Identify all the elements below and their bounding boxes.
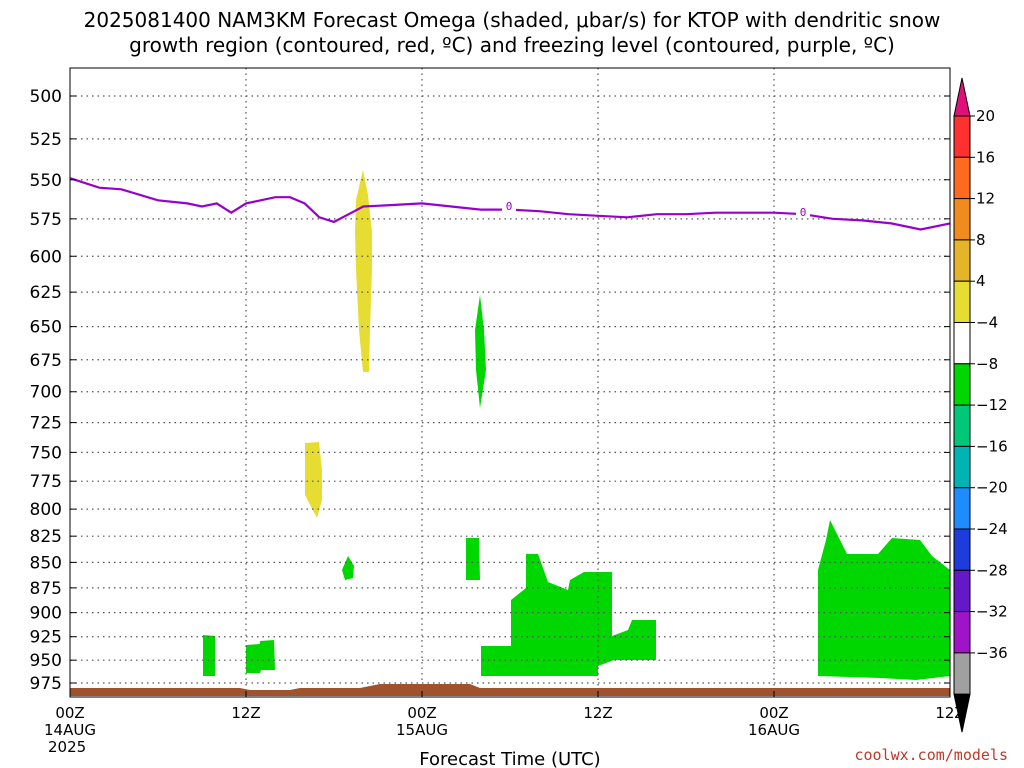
omega-yellow-region bbox=[305, 442, 322, 518]
y-tick-label: 675 bbox=[30, 351, 62, 371]
y-tick-label: 950 bbox=[30, 651, 62, 671]
x-tick-label: 00Z bbox=[759, 704, 788, 722]
y-tick-label: 775 bbox=[30, 472, 62, 492]
colorbar-label: 4 bbox=[976, 272, 986, 290]
y-tick-label: 575 bbox=[30, 210, 62, 230]
plot-area: 0 0 bbox=[69, 67, 951, 698]
omega-green-region bbox=[475, 295, 486, 408]
y-axis: 500 525 550 575 600 625 650 675 700 725 750 775 800 8… bbox=[30, 87, 950, 694]
colorbar-top-arrow bbox=[953, 77, 971, 117]
y-tick-label: 550 bbox=[30, 171, 62, 191]
y-tick-label: 900 bbox=[30, 604, 62, 624]
omega-green-region bbox=[466, 538, 480, 580]
omega-green-region bbox=[818, 520, 950, 680]
y-tick-label: 650 bbox=[30, 318, 62, 338]
y-tick-label: 850 bbox=[30, 553, 62, 573]
colorbar-segment bbox=[953, 652, 971, 695]
x-tick-label: 12Z bbox=[231, 704, 260, 722]
freezing-level-label: 0 bbox=[800, 206, 807, 219]
colorbar-label: −28 bbox=[976, 561, 1008, 579]
plot-frame bbox=[69, 67, 951, 698]
omega-green-region bbox=[246, 640, 275, 673]
colorbar-segment bbox=[953, 115, 971, 158]
colorbar-segment bbox=[953, 280, 971, 324]
colorbar-segment bbox=[953, 611, 971, 654]
colorbar-segment bbox=[953, 156, 971, 200]
y-tick-label: 925 bbox=[30, 628, 62, 648]
x-tick-label: 2025 bbox=[48, 738, 86, 756]
colorbar-label: 16 bbox=[976, 148, 995, 166]
colorbar-label: −12 bbox=[976, 396, 1008, 414]
y-tick-label: 525 bbox=[30, 130, 62, 150]
gridlines bbox=[70, 68, 950, 697]
y-tick-label: 975 bbox=[30, 674, 62, 694]
ground-surface bbox=[70, 684, 950, 696]
colorbar-segment bbox=[953, 569, 971, 613]
colorbar-label: 12 bbox=[976, 190, 995, 208]
colorbar-segment bbox=[953, 239, 971, 282]
colorbar: 20 16 12 8 4 −4 −8 −12 −16 −20 −24 −28 −32 −36 bbox=[953, 77, 1008, 733]
omega-green-region bbox=[203, 635, 215, 676]
omega-green-region bbox=[481, 554, 656, 676]
x-tick-label: 14AUG bbox=[44, 721, 96, 739]
x-tick-label: 00Z bbox=[55, 704, 84, 722]
freezing-level-contour bbox=[69, 177, 951, 231]
omega-shading bbox=[203, 170, 950, 680]
colorbar-segment bbox=[953, 445, 971, 489]
y-tick-label: 700 bbox=[30, 383, 62, 403]
colorbar-label: 20 bbox=[976, 107, 995, 125]
x-tick-label: 16AUG bbox=[748, 721, 800, 739]
colorbar-label: −16 bbox=[976, 437, 1008, 455]
y-tick-label: 625 bbox=[30, 283, 62, 303]
x-tick-label: 00Z bbox=[407, 704, 436, 722]
y-tick-label: 750 bbox=[30, 443, 62, 463]
x-tick-label: 12Z bbox=[583, 704, 612, 722]
freezing-level-contour-labels: 0 0 bbox=[502, 200, 810, 219]
omega-yellow-region bbox=[355, 170, 372, 372]
y-tick-label: 725 bbox=[30, 414, 62, 434]
colorbar-bottom-arrow bbox=[953, 693, 971, 733]
y-tick-label: 800 bbox=[30, 500, 62, 520]
colorbar-label: −20 bbox=[976, 479, 1008, 497]
colorbar-segment bbox=[953, 363, 971, 406]
colorbar-label: −36 bbox=[976, 644, 1008, 662]
y-tick-label: 875 bbox=[30, 579, 62, 599]
colorbar-segment bbox=[953, 198, 971, 241]
chart-title-line-2: growth region (contoured, red, ºC) and f… bbox=[129, 33, 895, 57]
y-tick-label: 825 bbox=[30, 527, 62, 547]
colorbar-label: −4 bbox=[976, 314, 998, 332]
freezing-level-label: 0 bbox=[506, 200, 513, 213]
colorbar-segment bbox=[953, 404, 971, 447]
colorbar-segment bbox=[953, 528, 971, 571]
colorbar-segment bbox=[953, 322, 971, 365]
credit-text: coolwx.com/models bbox=[854, 746, 1008, 764]
colorbar-label: −24 bbox=[976, 520, 1008, 538]
colorbar-label: −32 bbox=[976, 603, 1008, 621]
chart-title-line-1: 2025081400 NAM3KM Forecast Omega (shaded… bbox=[84, 8, 941, 32]
colorbar-segment bbox=[953, 487, 971, 530]
y-tick-label: 600 bbox=[30, 247, 62, 267]
y-tick-label: 500 bbox=[30, 87, 62, 107]
colorbar-label: −8 bbox=[976, 355, 998, 373]
x-axis-title: Forecast Time (UTC) bbox=[419, 749, 600, 768]
x-tick-label: 15AUG bbox=[396, 721, 448, 739]
colorbar-label: 8 bbox=[976, 231, 986, 249]
